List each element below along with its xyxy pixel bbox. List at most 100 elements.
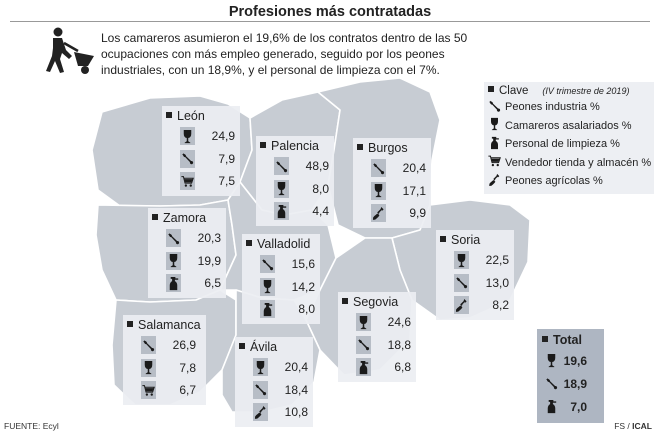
stat-value: 7,0: [570, 399, 587, 414]
stat-row: 19,6: [542, 349, 599, 372]
wine-glass-icon: [141, 358, 156, 377]
province-name: Palencia: [260, 138, 329, 155]
shopping-cart-icon: [141, 381, 156, 400]
stat-row: 7,9: [166, 148, 235, 171]
wrench-icon: [180, 149, 195, 168]
stat-value: 19,9: [197, 253, 221, 268]
legend-item-vendedor: Vendedor tienda y almacén %: [488, 154, 651, 173]
stat-row: 20,4: [357, 157, 426, 180]
legend-item-camareros: Camareros asalariados %: [488, 117, 650, 136]
stat-row: 24,9: [166, 125, 235, 148]
stat-value: 14,2: [291, 279, 315, 294]
wrench-icon: [488, 99, 505, 116]
wrench-icon: [141, 336, 156, 355]
stat-row: 8,0: [246, 298, 315, 321]
stat-value: 9,9: [409, 206, 426, 221]
wrench-icon: [454, 273, 469, 292]
stat-row: 48,9: [260, 155, 329, 178]
stat-value: 24,9: [211, 129, 235, 144]
stat-value: 17,1: [402, 183, 426, 198]
stat-row: 9,9: [357, 202, 426, 225]
spray-bottle-icon: [274, 202, 289, 221]
wrench-icon: [371, 159, 386, 178]
stat-value: 18,9: [563, 376, 587, 391]
stat-row: 20,4: [239, 356, 308, 379]
wine-glass-icon: [356, 313, 371, 332]
shovel-icon: [488, 173, 505, 190]
legend-title: Clave: [499, 85, 529, 97]
source-note: FUENTE: Ecyl: [4, 421, 59, 431]
stat-row: 8,0: [260, 178, 329, 201]
stat-row: 18,9: [542, 372, 599, 395]
wrench-icon: [274, 157, 289, 176]
stat-value: 19,6: [563, 353, 587, 368]
wrench-icon: [260, 255, 275, 274]
stat-row: 7,0: [542, 395, 599, 418]
stat-row: 18,8: [342, 334, 411, 357]
spray-bottle-icon: [356, 358, 371, 377]
wrench-icon: [166, 229, 181, 248]
wine-glass-icon: [454, 251, 469, 270]
stat-value: 20,3: [197, 231, 221, 246]
shopping-cart-icon: [488, 154, 505, 171]
legend-item-peones-industria: Peones industria %: [488, 98, 650, 117]
province-name: Total: [542, 332, 599, 349]
stat-row: 20,3: [152, 227, 221, 250]
province-name: Soria: [440, 232, 509, 249]
worker-wheelbarrow-icon: [46, 27, 94, 74]
stat-row: 24,6: [342, 311, 411, 334]
stat-value: 22,5: [485, 253, 509, 268]
province-name: Burgos: [357, 140, 426, 157]
wrench-icon: [544, 375, 559, 393]
province-panel-avila: Ávila 20,4 18,4 10,8: [235, 337, 313, 427]
wrench-icon: [253, 380, 268, 399]
province-name: Segovia: [342, 294, 411, 311]
province-name: Salamanca: [127, 317, 201, 334]
wrench-icon: [356, 335, 371, 354]
credit-note: FS / ICAL: [614, 421, 652, 431]
stat-value: 26,9: [172, 338, 196, 353]
stat-value: 18,4: [284, 382, 308, 397]
province-panel-zamora: Zamora 20,3 19,9 6,5: [148, 208, 226, 298]
shovel-icon: [454, 296, 469, 315]
spray-bottle-icon: [544, 398, 559, 416]
wine-glass-icon: [544, 352, 559, 370]
shovel-icon: [253, 403, 268, 422]
spray-bottle-icon: [166, 274, 181, 293]
province-panel-valladolid: Valladolid 15,6 14,2 8,0: [242, 234, 320, 324]
stat-value: 8,2: [492, 298, 509, 313]
spray-bottle-icon: [260, 300, 275, 319]
stat-value: 10,8: [284, 405, 308, 420]
province-panel-burgos: Burgos 20,4 17,1 9,9: [353, 138, 431, 228]
legend-item-limpieza: Personal de limpieza %: [488, 135, 650, 154]
wine-glass-icon: [166, 251, 181, 270]
stat-value: 13,0: [485, 275, 509, 290]
shopping-cart-icon: [180, 172, 195, 191]
legend-panel: Clave (IV trimestre de 2019) Peones indus…: [484, 82, 654, 194]
stat-value: 20,4: [284, 360, 308, 375]
wine-glass-icon: [274, 179, 289, 198]
stat-value: 8,0: [312, 181, 329, 196]
stat-row: 26,9: [127, 334, 201, 357]
stat-value: 6,7: [179, 383, 196, 398]
stat-value: 15,6: [291, 257, 315, 272]
province-panel-palencia: Palencia 48,9 8,0 4,4: [256, 136, 334, 226]
stat-value: 48,9: [305, 159, 329, 174]
province-panel-segovia: Segovia 24,6 18,8 6,8: [338, 292, 416, 382]
stat-row: 8,2: [440, 294, 509, 317]
legend-period: (IV trimestre de 2019): [542, 86, 630, 96]
legend-item-peones-agricolas: Peones agrícolas %: [488, 172, 650, 191]
stat-value: 18,8: [387, 337, 411, 352]
stat-value: 7,5: [218, 174, 235, 189]
province-name: Zamora: [152, 210, 221, 227]
stat-row: 6,7: [127, 379, 201, 402]
province-name: León: [166, 108, 235, 125]
stat-row: 22,5: [440, 249, 509, 272]
stat-value: 24,6: [387, 315, 411, 330]
stat-row: 7,8: [127, 357, 201, 380]
stat-value: 8,0: [298, 302, 315, 317]
spray-bottle-icon: [488, 136, 505, 153]
stat-row: 7,5: [166, 170, 235, 193]
stat-row: 17,1: [357, 180, 426, 203]
stat-row: 6,5: [152, 272, 221, 295]
